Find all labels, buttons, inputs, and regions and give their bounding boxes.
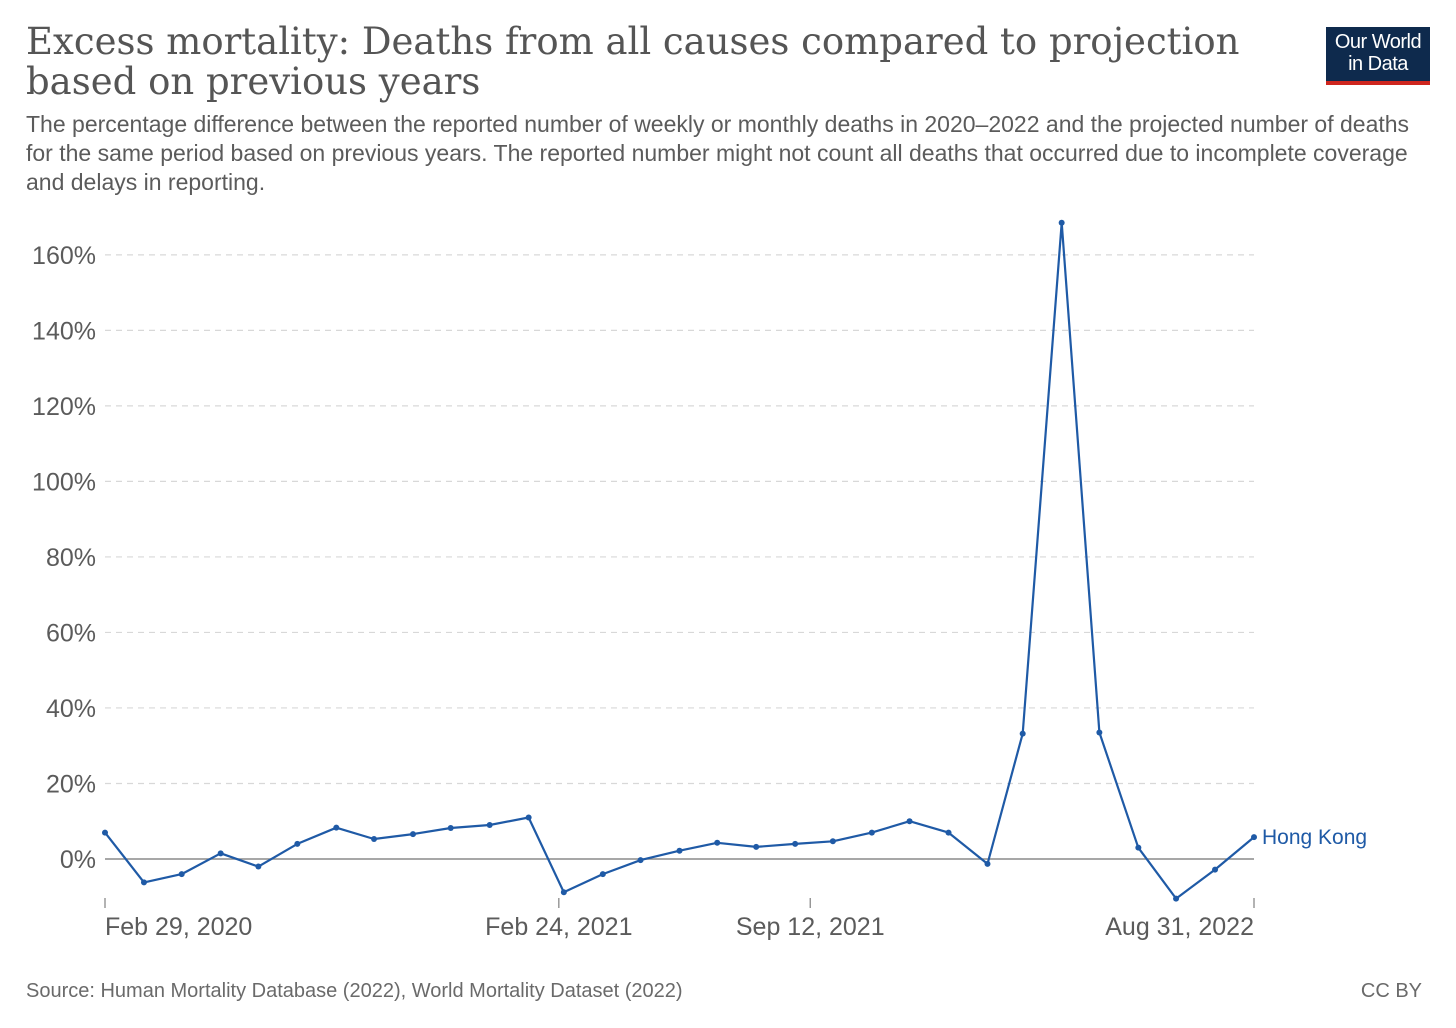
y-tick-label: 60% xyxy=(46,619,96,647)
data-point[interactable] xyxy=(676,847,683,854)
source-note: Source: Human Mortality Database (2022),… xyxy=(26,980,683,1002)
data-point[interactable] xyxy=(102,829,108,836)
grid-layer: 0% 20% 40% 60% 80% 100% 120% 140% 160% xyxy=(32,242,1254,874)
data-point[interactable] xyxy=(753,843,760,850)
data-point[interactable] xyxy=(945,829,952,836)
data-point[interactable] xyxy=(599,871,606,878)
y-tick-label: 140% xyxy=(32,317,96,345)
data-point[interactable] xyxy=(829,838,836,845)
series-line[interactable] xyxy=(103,221,1256,900)
y-tick-label: 80% xyxy=(46,544,96,572)
logo-line-2: in Data xyxy=(1348,53,1408,75)
data-point[interactable] xyxy=(447,825,454,832)
data-point[interactable] xyxy=(140,879,147,886)
x-tick-label: Aug 31, 2022 xyxy=(1105,913,1254,941)
data-point[interactable] xyxy=(217,850,224,857)
series-layer: Hong Kong xyxy=(102,219,1367,902)
data-point[interactable] xyxy=(1251,834,1257,841)
chart-title: Excess mortality: Deaths from all causes… xyxy=(26,20,1240,103)
line-chart: 0% 20% 40% 60% 80% 100% 120% 140% 160% Feb 29, 2… xyxy=(32,219,1367,941)
data-point[interactable] xyxy=(1212,866,1219,873)
chart-subtitle: The percentage difference between the re… xyxy=(26,111,1410,195)
y-tick-label: 120% xyxy=(32,393,96,421)
series-label[interactable]: Hong Kong xyxy=(1262,826,1367,849)
data-point[interactable] xyxy=(560,889,567,896)
y-tick-label: 40% xyxy=(46,695,96,723)
data-point[interactable] xyxy=(178,871,185,878)
data-point[interactable] xyxy=(637,857,644,864)
logo-line-1: Our World xyxy=(1334,31,1422,53)
license-link[interactable]: CC BY xyxy=(1360,980,1422,1002)
y-tick-label: 100% xyxy=(32,468,96,496)
data-point[interactable] xyxy=(486,822,493,829)
data-point[interactable] xyxy=(294,840,301,847)
data-point[interactable] xyxy=(1096,729,1103,736)
data-point[interactable] xyxy=(792,840,799,847)
x-tick-label: Sep 12, 2021 xyxy=(736,913,885,941)
y-tick-label: 0% xyxy=(60,846,96,874)
data-point[interactable] xyxy=(984,860,991,867)
data-point[interactable] xyxy=(1019,730,1026,737)
data-point[interactable] xyxy=(333,824,340,831)
y-tick-label: 20% xyxy=(46,770,96,798)
x-axis: Feb 29, 2020 Feb 24, 2021 Sep 12, 2021 Aug … xyxy=(104,898,1255,941)
data-point[interactable] xyxy=(868,829,875,836)
data-point[interactable] xyxy=(525,814,532,821)
data-point[interactable] xyxy=(1173,895,1180,902)
x-tick-label: Feb 29, 2020 xyxy=(105,913,252,941)
data-point[interactable] xyxy=(1058,219,1065,226)
data-point[interactable] xyxy=(1135,844,1142,851)
x-tick-label: Feb 24, 2021 xyxy=(485,913,632,941)
data-point[interactable] xyxy=(714,839,721,846)
data-point[interactable] xyxy=(255,863,262,870)
owid-logo[interactable]: Our World in Data xyxy=(1326,27,1430,85)
y-tick-label: 160% xyxy=(32,242,96,270)
data-point[interactable] xyxy=(906,818,913,825)
data-point[interactable] xyxy=(371,835,378,842)
data-point[interactable] xyxy=(409,831,416,838)
